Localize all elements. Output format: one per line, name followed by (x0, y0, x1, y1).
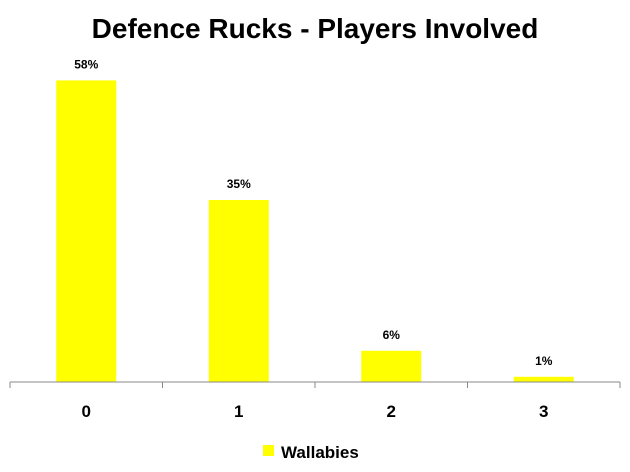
bars-group: 58% 35% 6% 1% (56, 57, 574, 383)
data-label-0: 58% (74, 57, 98, 71)
x-tick-label-3: 3 (539, 402, 548, 421)
x-ticks-group: 0 1 2 3 (9, 382, 621, 421)
x-tick-label-1: 1 (234, 402, 243, 421)
legend-swatch-wallabies (263, 445, 274, 456)
bar-3 (513, 376, 574, 382)
data-label-2: 6% (383, 328, 401, 342)
data-label-3: 1% (535, 354, 553, 368)
x-tick-label-0: 0 (82, 402, 91, 421)
legend-label-wallabies: Wallabies (281, 443, 359, 462)
x-tick-label-2: 2 (387, 402, 396, 421)
data-label-1: 35% (227, 177, 251, 191)
bar-1 (208, 200, 269, 382)
legend: Wallabies (263, 443, 359, 462)
chart-title: Defence Rucks - Players Involved (92, 13, 539, 44)
bar-0 (56, 80, 117, 383)
bar-2 (361, 350, 422, 382)
